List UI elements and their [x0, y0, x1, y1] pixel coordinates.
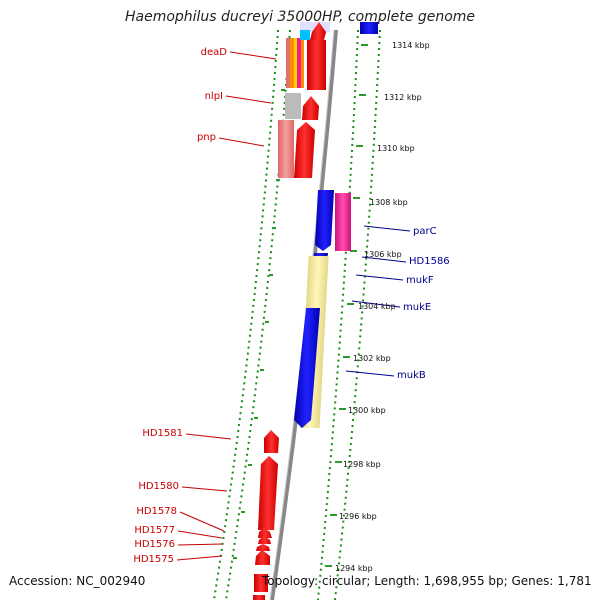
topology-text: Topology: circular; Length: 1,698,955 bp…: [262, 574, 592, 588]
kbp-label: 1312 kbp: [384, 93, 422, 102]
kbp-label: 1306 kbp: [364, 250, 402, 259]
gene-label-nlpI[interactable]: nlpI: [205, 91, 223, 102]
kbp-label: 1308 kbp: [370, 198, 408, 207]
kbp-label: 1296 kbp: [339, 512, 377, 521]
right-label-connectors: [345, 225, 411, 377]
left-label-connectors: [176, 51, 277, 561]
map-title: Haemophilus ducreyi 35000HP, complete ge…: [124, 9, 476, 25]
gene-label-HD1581[interactable]: HD1581: [142, 428, 183, 439]
gene-parC-block: [315, 190, 351, 251]
kbp-label: 1298 kbp: [343, 460, 381, 469]
gene-HD1576-block: [256, 544, 270, 551]
kbp-label: 1310 kbp: [377, 144, 415, 153]
gene-label-parC[interactable]: parC: [413, 226, 437, 237]
kbp-label: 1300 kbp: [348, 406, 386, 415]
accession-text: Accession: NC_002940: [9, 574, 146, 588]
outer-tick-ring-right: [317, 29, 359, 600]
gene-label-HD1575[interactable]: HD1575: [133, 554, 174, 565]
left-gene-labels: deaD nlpI pnp HD1581 HD1580 HD1578 HD157…: [133, 47, 227, 565]
kbp-label: 1294 kbp: [335, 564, 373, 573]
tick-dashes: [233, 44, 368, 567]
gene-label-HD1580[interactable]: HD1580: [138, 481, 179, 492]
gene-deaD-block: [286, 22, 326, 90]
gene-label-HD1576[interactable]: HD1576: [134, 539, 175, 550]
gene-pnp-block: [278, 120, 315, 178]
gene-mukB-block: [294, 256, 329, 428]
gene-HD1580-block: [258, 456, 278, 530]
inner-tick-ring-left: [213, 29, 279, 600]
inner-tick-ring-right: [334, 29, 381, 600]
gene-nlpI-block: [285, 93, 319, 120]
gene-HD1581-block: [264, 430, 279, 453]
gene-label-HD1586[interactable]: HD1586: [409, 256, 450, 267]
kbp-label: 1314 kbp: [392, 41, 430, 50]
kbp-label: 1302 kbp: [353, 354, 391, 363]
gene-label-mukE[interactable]: mukE: [403, 302, 431, 313]
gene-top-blue: [360, 22, 378, 34]
kbp-labels: 1314 kbp 1312 kbp 1310 kbp 1308 kbp 1306…: [335, 41, 430, 573]
gene-HD1578-block: [258, 528, 272, 538]
kbp-label: 1304 kbp: [358, 302, 396, 311]
gene-label-deaD[interactable]: deaD: [201, 47, 228, 58]
gene-label-mukB[interactable]: mukB: [397, 370, 426, 381]
right-gene-labels: parC HD1586 mukF mukE mukB: [397, 226, 450, 381]
gene-label-pnp[interactable]: pnp: [197, 132, 216, 143]
gene-HD1575-block: [253, 550, 270, 600]
outer-tick-ring-left: [225, 29, 291, 600]
gene-label-HD1577[interactable]: HD1577: [134, 525, 175, 536]
gene-label-HD1578[interactable]: HD1578: [136, 506, 177, 517]
gene-label-mukF[interactable]: mukF: [406, 275, 434, 286]
gene-HD1577-block: [258, 536, 271, 544]
